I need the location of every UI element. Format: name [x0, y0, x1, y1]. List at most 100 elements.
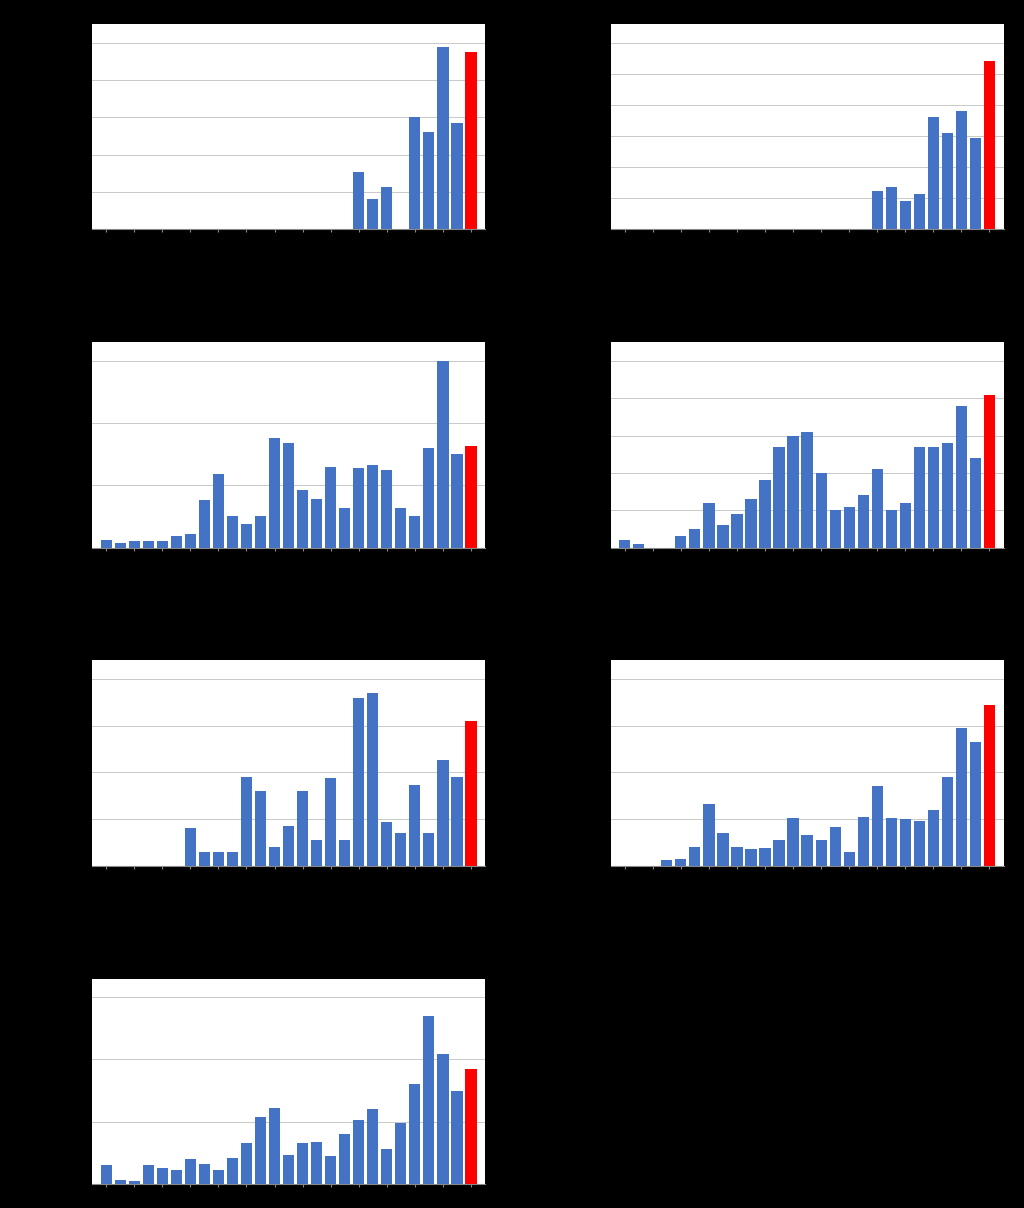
Bar [689, 847, 700, 866]
Bar [199, 1165, 210, 1184]
Bar [410, 517, 421, 547]
Bar [844, 852, 855, 866]
Bar [452, 777, 463, 866]
Bar [311, 1142, 323, 1184]
Bar [325, 1156, 336, 1184]
Bar [900, 503, 911, 547]
Bar [452, 123, 463, 230]
Bar [395, 507, 407, 547]
Bar [913, 447, 925, 547]
Bar [675, 536, 686, 547]
Bar [984, 62, 995, 230]
Bar [227, 852, 238, 866]
Bar [297, 490, 308, 547]
Bar [353, 698, 365, 866]
Bar [815, 840, 826, 866]
Bar [353, 172, 365, 230]
Bar [227, 517, 238, 547]
Bar [718, 525, 728, 547]
Bar [115, 542, 126, 547]
Bar [465, 52, 476, 230]
Bar [100, 1166, 112, 1184]
Bar [871, 786, 883, 866]
Bar [255, 517, 266, 547]
Bar [970, 138, 981, 230]
Bar [802, 836, 813, 866]
Bar [437, 760, 449, 866]
Bar [620, 540, 631, 547]
Bar [886, 187, 897, 230]
Bar [718, 834, 728, 866]
Bar [942, 443, 953, 547]
Title: Tornionjoki: Tornionjoki [232, 5, 344, 23]
Bar [689, 529, 700, 547]
Bar [760, 481, 771, 547]
Bar [802, 432, 813, 547]
Bar [368, 198, 378, 230]
Bar [297, 791, 308, 866]
Bar [311, 499, 323, 547]
Bar [703, 803, 715, 866]
Bar [900, 202, 911, 230]
Bar [381, 470, 392, 547]
Bar [829, 827, 841, 866]
Bar [283, 443, 294, 547]
Bar [465, 721, 476, 866]
Bar [465, 446, 476, 547]
Bar [142, 1166, 154, 1184]
Bar [395, 1123, 407, 1184]
Bar [199, 500, 210, 547]
Bar [452, 454, 463, 547]
Bar [410, 784, 421, 866]
Bar [297, 1143, 308, 1184]
Bar [241, 524, 252, 547]
Bar [213, 475, 224, 547]
Bar [745, 849, 757, 866]
Bar [886, 510, 897, 547]
Bar [213, 852, 224, 866]
Bar [353, 1120, 365, 1184]
Bar [410, 117, 421, 230]
Bar [410, 1085, 421, 1184]
Bar [171, 536, 182, 547]
Bar [368, 465, 378, 547]
Bar [184, 829, 196, 866]
Bar [773, 840, 784, 866]
Bar [437, 361, 449, 547]
Bar [368, 1109, 378, 1184]
Bar [339, 1134, 350, 1184]
Bar [241, 777, 252, 866]
Bar [984, 395, 995, 547]
Bar [731, 847, 742, 866]
Bar [703, 503, 715, 547]
Bar [381, 187, 392, 230]
Bar [381, 821, 392, 866]
Bar [913, 193, 925, 230]
Bar [760, 848, 771, 866]
Bar [395, 834, 407, 866]
Title: Simojoki: Simojoki [764, 5, 850, 23]
Title: Byskejoki: Byskejoki [759, 641, 855, 658]
Bar [662, 860, 673, 866]
Bar [787, 818, 799, 866]
Bar [171, 1171, 182, 1184]
Bar [955, 111, 967, 230]
Bar [745, 499, 757, 547]
Bar [184, 534, 196, 547]
Bar [311, 840, 323, 866]
Bar [283, 825, 294, 866]
Bar [241, 1143, 252, 1184]
Bar [970, 458, 981, 547]
Title: Ume/Vindeljoki: Ume/Vindeljoki [213, 959, 365, 977]
Bar [437, 47, 449, 230]
Bar [970, 742, 981, 866]
Bar [858, 817, 868, 866]
Bar [928, 447, 939, 547]
Bar [423, 1016, 434, 1184]
Bar [928, 809, 939, 866]
Bar [423, 834, 434, 866]
Bar [269, 439, 281, 547]
Bar [773, 447, 784, 547]
Bar [787, 436, 799, 547]
Bar [984, 704, 995, 866]
